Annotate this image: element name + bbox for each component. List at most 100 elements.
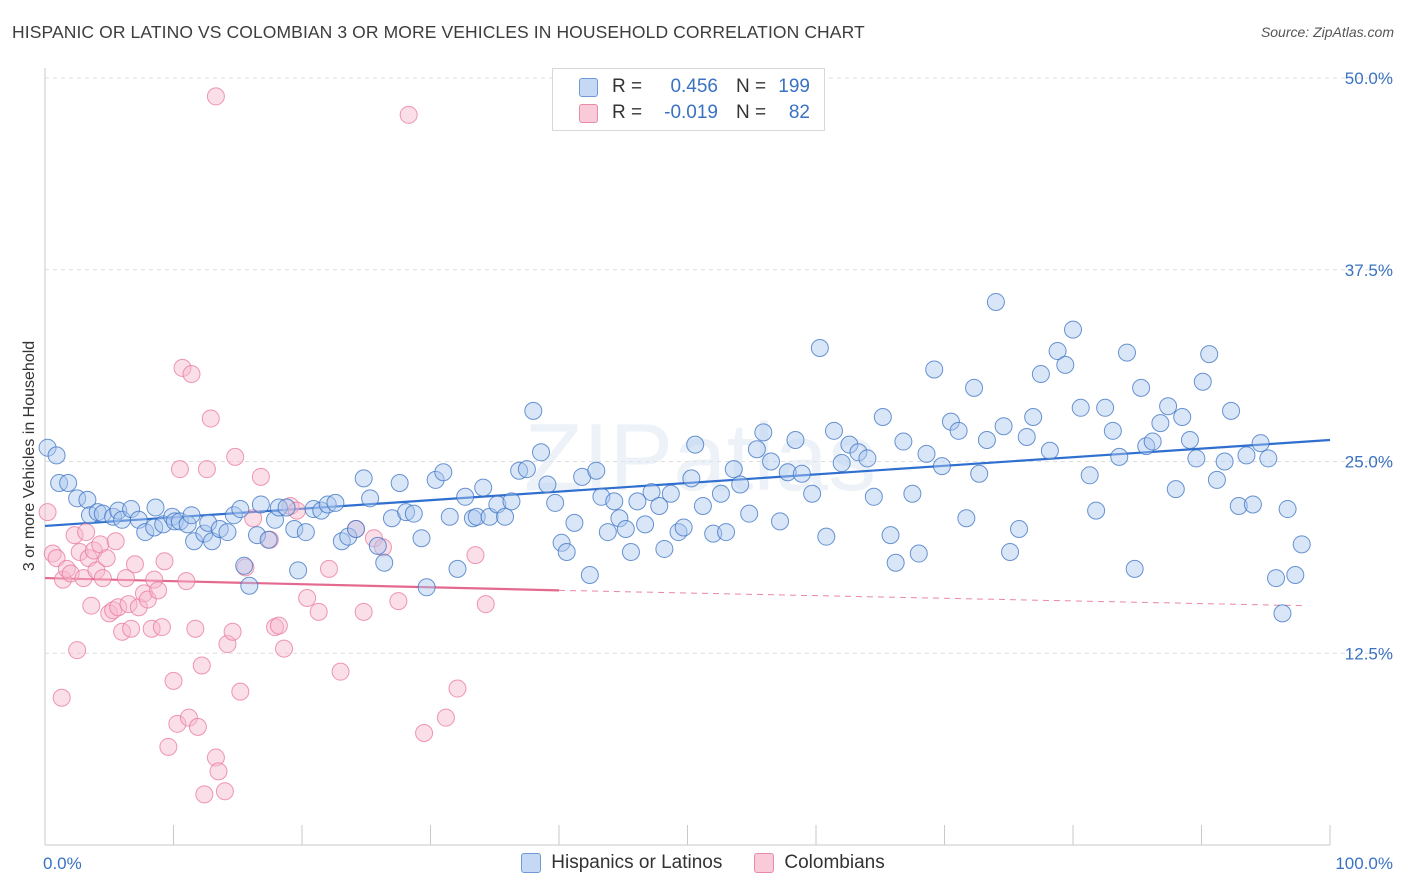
data-point-colombians [415, 724, 434, 743]
data-point-hispanics [339, 527, 358, 546]
data-point-colombians [77, 523, 96, 542]
data-point-colombians [186, 619, 205, 638]
data-point-hispanics [970, 464, 989, 483]
data-point-hispanics [517, 460, 536, 479]
data-point-hispanics [1056, 355, 1075, 374]
data-point-hispanics [240, 576, 259, 595]
data-point-colombians [201, 409, 220, 428]
data-point-colombians [87, 561, 106, 580]
data-point-colombians [168, 714, 187, 733]
data-point-hispanics [740, 504, 759, 523]
data-point-hispanics [1080, 466, 1099, 485]
data-point-hispanics [78, 490, 97, 509]
data-point-hispanics [977, 431, 996, 450]
data-point-hispanics [277, 498, 296, 517]
data-point-colombians [244, 509, 263, 528]
data-point-colombians [179, 708, 198, 727]
data-point-hispanics [296, 523, 315, 542]
data-point-hispanics [59, 473, 78, 492]
data-point-hispanics [93, 504, 112, 523]
legend-r-label: R = [612, 102, 643, 123]
data-point-hispanics [965, 378, 984, 397]
data-point-hispanics [1117, 343, 1136, 362]
data-point-hispanics [524, 401, 543, 420]
data-point-hispanics [182, 506, 201, 525]
data-point-colombians [197, 460, 216, 479]
data-point-colombians [231, 682, 250, 701]
data-point-hispanics [1110, 447, 1129, 466]
legend-n-value: 199 [778, 76, 810, 97]
data-point-hispanics [448, 559, 467, 578]
data-point-hispanics [754, 423, 773, 442]
data-point-hispanics [1215, 452, 1234, 471]
data-point-colombians [122, 619, 141, 638]
data-point-hispanics [289, 561, 308, 580]
data-point-hispanics [957, 509, 976, 528]
data-point-colombians [65, 526, 84, 545]
data-point-hispanics [724, 460, 743, 479]
data-point-hispanics [932, 457, 951, 476]
data-point-hispanics [1132, 378, 1151, 397]
data-point-hispanics [1229, 496, 1248, 515]
data-point-hispanics [346, 519, 365, 538]
data-point-hispanics [368, 536, 387, 555]
data-point-hispanics [655, 539, 674, 558]
data-point-hispanics [390, 473, 409, 492]
data-point-colombians [206, 87, 225, 106]
data-point-colombians [125, 555, 144, 574]
data-point-hispanics [817, 527, 836, 546]
data-point-hispanics [1001, 543, 1020, 562]
data-point-hispanics [605, 492, 624, 511]
data-point-hispanics [474, 478, 493, 497]
data-point-colombians [188, 717, 207, 736]
data-point-colombians [109, 598, 128, 617]
legend-r-value: -0.019 [664, 102, 718, 123]
data-point-colombians [119, 595, 138, 614]
data-point-hispanics [621, 543, 640, 562]
data-point-colombians [309, 602, 328, 621]
data-point-hispanics [1180, 431, 1199, 450]
data-point-hispanics [840, 435, 859, 454]
data-point-colombians [251, 467, 270, 486]
data-point-hispanics [285, 519, 304, 538]
data-point-hispanics [881, 526, 900, 545]
data-point-colombians [97, 549, 116, 568]
axes [44, 68, 1331, 846]
data-point-hispanics [824, 421, 843, 440]
data-point-hispanics [849, 443, 868, 462]
data-point-hispanics [354, 469, 373, 488]
data-point-colombians [195, 785, 214, 804]
data-point-colombians [209, 762, 228, 781]
legend-swatch-blue [521, 853, 542, 873]
data-point-hispanics [674, 518, 693, 537]
data-point-colombians [155, 552, 174, 571]
data-point-colombians [177, 572, 196, 591]
data-point-hispanics [616, 519, 635, 538]
data-point-colombians [164, 671, 183, 690]
data-point-colombians [182, 365, 201, 384]
data-point-hispanics [711, 484, 730, 503]
data-point-hispanics [1064, 320, 1082, 339]
data-point-hispanics [185, 532, 204, 551]
data-point-hispanics [1151, 414, 1170, 433]
data-point-hispanics [803, 484, 822, 503]
data-point-hispanics [199, 513, 218, 532]
source-label: Source: ZipAtlas.com [1260, 24, 1394, 40]
data-point-colombians [319, 559, 338, 578]
data-point-hispanics [903, 484, 922, 503]
data-point-hispanics [326, 493, 345, 512]
data-point-colombians [116, 569, 135, 588]
legend-item-hispanics: Hispanics or Latinos [521, 852, 722, 874]
data-point-hispanics [682, 469, 701, 488]
data-point-hispanics [426, 470, 445, 489]
x-tick-label: 100.0% [1335, 854, 1393, 873]
data-point-hispanics [628, 492, 647, 511]
data-point-hispanics [587, 461, 606, 480]
data-point-hispanics [1237, 446, 1256, 465]
data-point-hispanics [1103, 421, 1122, 440]
data-point-hispanics [1200, 345, 1219, 364]
data-point-hispanics [747, 440, 766, 459]
chart-title: HISPANIC OR LATINO VS COLOMBIAN 3 OR MOR… [12, 22, 865, 42]
data-point-colombians [399, 105, 418, 124]
